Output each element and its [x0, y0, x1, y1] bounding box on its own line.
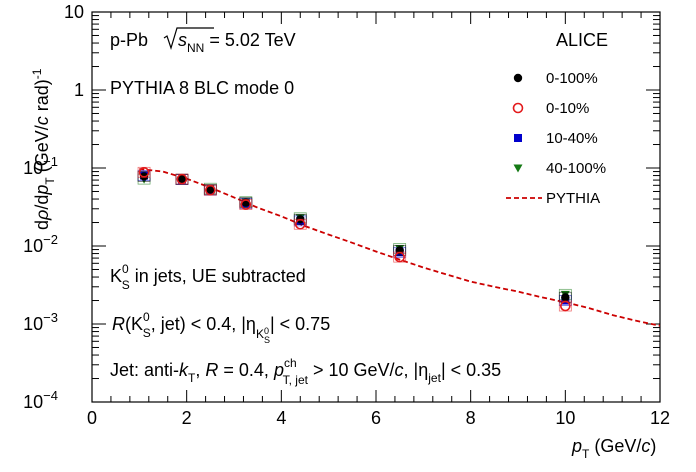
legend-label: 0-10% — [546, 100, 589, 117]
axis-ticks — [91, 11, 661, 403]
experiment-label: ALICE — [556, 30, 608, 50]
x-tick-label: 0 — [87, 408, 97, 428]
x-axis-title: pT (GeV/c) — [571, 436, 656, 461]
x-tick-label: 10 — [555, 408, 575, 428]
y-tick-label: 10−3 — [23, 310, 58, 334]
svg-text:sNN = 5.02 TeV: sNN = 5.02 TeV — [178, 30, 296, 55]
collision-system-label: p-Pb sNN = 5.02 TeV — [110, 27, 296, 55]
legend-label: PYTHIA — [546, 190, 600, 207]
legend: 0-100% 0-10% 10-40% 40-100% PYTHIA — [506, 70, 606, 207]
legend-marker — [513, 164, 523, 173]
k0s-selection-label: K0 S in jets, UE subtracted — [110, 262, 306, 292]
y-tick-label: 1 — [74, 80, 84, 100]
data-point — [177, 174, 187, 184]
legend-marker — [513, 73, 523, 83]
legend-entry: 40-100% — [513, 160, 606, 177]
jet-definition-label: Jet: anti-kT, R = 0.4, pch T, jet > 10 Ge… — [110, 356, 501, 387]
data-point — [176, 173, 188, 185]
y-tick-label: 10−4 — [23, 388, 58, 412]
data-point — [294, 218, 306, 230]
data-point — [206, 185, 215, 194]
legend-label: 0-100% — [546, 70, 598, 87]
model-label: PYTHIA 8 BLC mode 0 — [110, 78, 294, 98]
legend-entry: 10-40% — [514, 130, 598, 147]
x-tick-label: 12 — [650, 408, 670, 428]
data-point — [138, 167, 150, 178]
y-axis-title: dρ/dpT (GeV/c rad)-1 — [30, 68, 57, 230]
x-tick-label: 4 — [276, 408, 286, 428]
uncertainty-box — [393, 244, 407, 256]
x-tick-label: 6 — [371, 408, 381, 428]
legend-entry: PYTHIA — [506, 190, 600, 207]
data-point — [394, 251, 405, 263]
axis-tick-labels: 0 2 4 6 8 10 12 10 1 10−1 10−2 10−3 10−4 — [23, 2, 670, 428]
legend-marker — [512, 102, 524, 114]
pythia-curve — [139, 168, 661, 327]
r-cut-label: R(K0 S, jet) < 0.4, |ηK0 S| < 0.75 — [112, 310, 330, 345]
y-tick-label: 10−2 — [23, 232, 58, 256]
legend-entry: 0-10% — [512, 100, 589, 117]
data-point — [240, 199, 252, 210]
y-tick-label: 10−1 — [23, 154, 58, 178]
data-point — [205, 184, 216, 196]
data-point — [560, 300, 571, 312]
y-tick-label: 10 — [64, 2, 84, 22]
sqrt-sign — [163, 27, 214, 50]
x-tick-label: 2 — [182, 408, 192, 428]
legend-label: 10-40% — [546, 130, 598, 147]
data-markers — [137, 166, 572, 312]
data-point — [561, 293, 570, 302]
legend-entry: 0-100% — [513, 70, 598, 87]
svg-text:p-Pb: p-Pb — [110, 30, 148, 50]
x-tick-label: 8 — [466, 408, 476, 428]
legend-marker — [514, 134, 522, 142]
model-curves — [139, 168, 661, 327]
legend-label: 40-100% — [546, 160, 606, 177]
